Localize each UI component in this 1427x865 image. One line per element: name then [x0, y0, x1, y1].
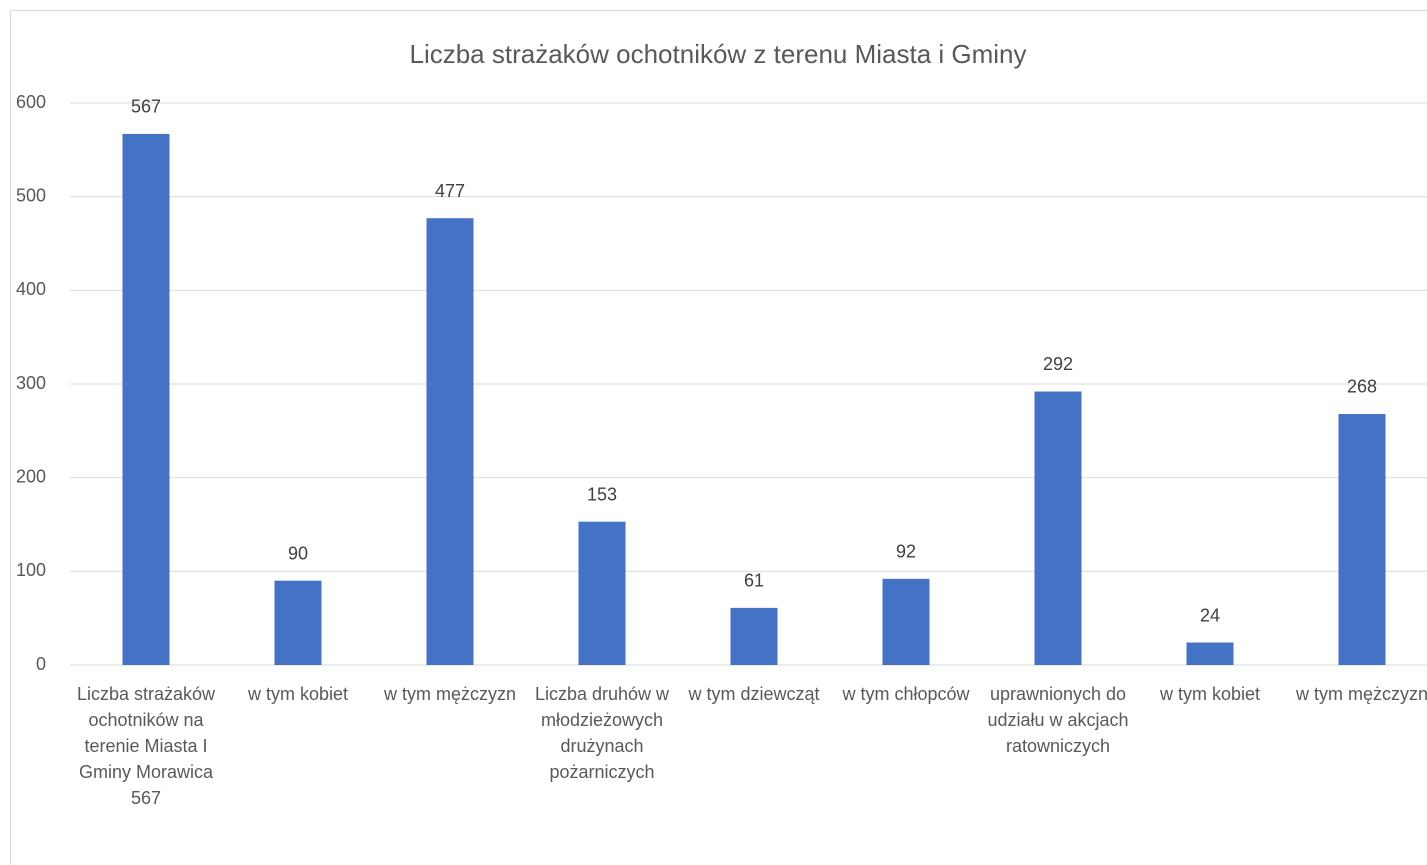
- bar: [1338, 413, 1386, 665]
- x-tick-label: w tym dziewcząt: [688, 684, 820, 704]
- x-tick-label: w tym mężczyzn: [1295, 684, 1427, 704]
- data-label: 268: [1347, 377, 1377, 397]
- x-tick-label: w tym mężczyzn: [383, 684, 516, 704]
- x-tick-label: Liczba strażaków ochotników na terenie M…: [76, 684, 216, 808]
- bar: [1186, 642, 1234, 665]
- data-label: 567: [131, 97, 161, 117]
- chart-border: [10, 10, 1427, 865]
- y-tick-label: 0: [36, 654, 46, 674]
- bar: [274, 580, 322, 665]
- x-tick-label: w tym chłopców: [842, 684, 970, 704]
- bar: [730, 607, 778, 665]
- y-tick-label: 300: [16, 373, 46, 393]
- bar: [578, 521, 626, 665]
- bar: [882, 578, 930, 665]
- x-tick-label: w tym kobiet: [1159, 684, 1261, 704]
- y-tick-label: 600: [16, 92, 46, 112]
- bar: [426, 218, 474, 665]
- x-tick-label: Liczba druhów w młodzieżowych drużynach …: [534, 684, 670, 782]
- y-tick-label: 500: [16, 185, 46, 205]
- data-label: 24: [1200, 605, 1220, 625]
- y-tick-label: 200: [16, 466, 46, 486]
- data-label: 153: [587, 484, 617, 504]
- chart-title: Liczba strażaków ochotników z terenu Mia…: [409, 39, 1026, 69]
- data-label: 292: [1043, 354, 1073, 374]
- data-label: 90: [288, 543, 308, 563]
- x-tick-label: w tym kobiet: [247, 684, 349, 704]
- bar: [122, 133, 170, 665]
- bar: [1034, 391, 1082, 665]
- y-tick-label: 100: [16, 560, 46, 580]
- data-label: 92: [896, 542, 916, 562]
- data-label: 477: [435, 181, 465, 201]
- x-tick-label: uprawnionych do udziału w akcjach ratown…: [987, 684, 1129, 756]
- data-label: 61: [744, 571, 764, 591]
- y-tick-label: 400: [16, 279, 46, 299]
